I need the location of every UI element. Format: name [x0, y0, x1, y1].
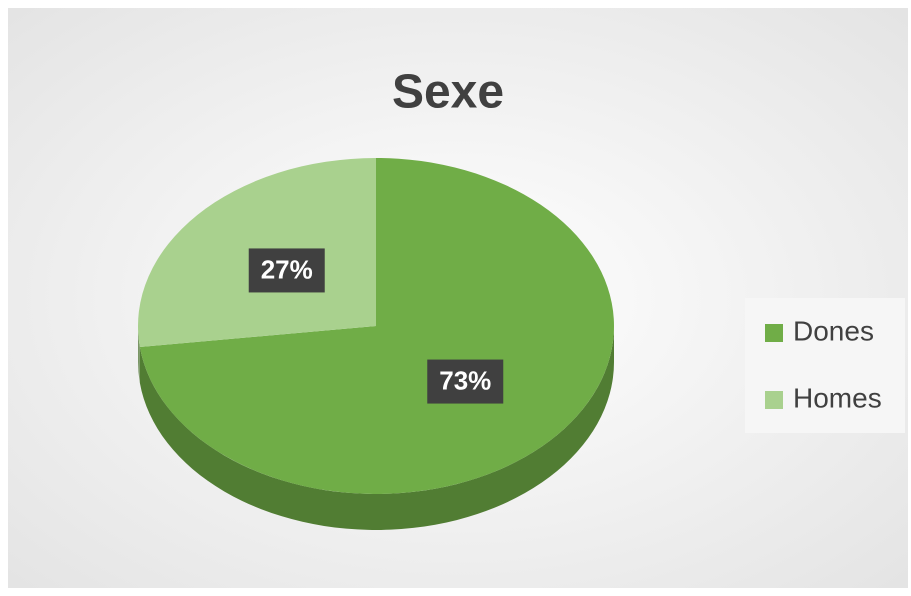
legend-box — [745, 298, 905, 433]
data-label-box — [248, 248, 325, 293]
legend-swatch — [765, 391, 783, 409]
slice-side — [139, 326, 614, 531]
slice-side — [138, 326, 140, 384]
chart-title: Sexe — [392, 66, 504, 119]
legend-swatch — [765, 324, 783, 342]
slice — [139, 158, 614, 494]
legend-label: Homes — [793, 382, 882, 413]
data-label-box — [427, 359, 504, 404]
data-label: 73% — [439, 365, 491, 395]
data-label: 27% — [261, 254, 313, 284]
legend-label: Dones — [793, 315, 874, 346]
